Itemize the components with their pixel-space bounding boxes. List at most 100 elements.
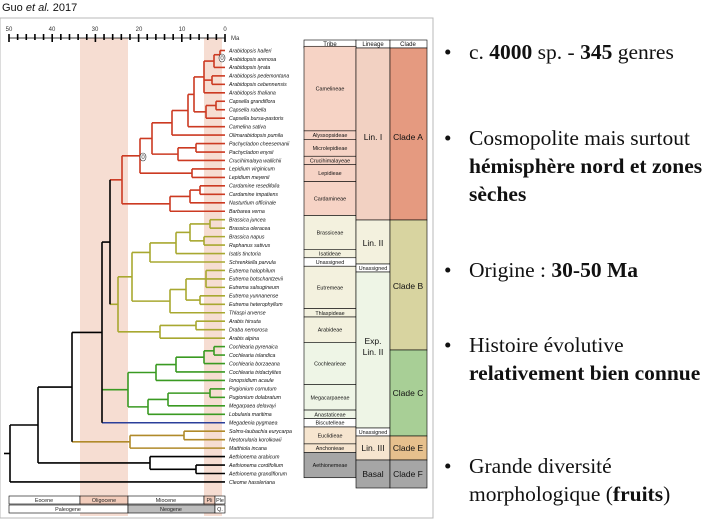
species-label: Lepidium meyenii [229, 175, 270, 181]
tribe-cell: Unassigned [316, 260, 344, 266]
bullet-dot: • [444, 258, 452, 282]
tribe-cell: Thlaspideae [315, 311, 344, 317]
species-label: Raphanus sativus [229, 243, 271, 249]
tribe-cell: Euclidieae [318, 433, 343, 439]
species-labels: Arabidopsis halleri Arabidopsis arenosa Ar… [228, 48, 292, 485]
time-axis: 50 40 30 20 10 0 Ma [6, 27, 240, 42]
header-lineage: Lineage [362, 42, 384, 48]
clade-b: Clade B [393, 281, 424, 291]
species-label: Pachycladon enysii [229, 150, 274, 156]
species-label: Schrenkiella parvula [229, 260, 276, 266]
pliocene-band [204, 38, 222, 516]
svg-text:Paleogene: Paleogene [55, 507, 81, 513]
species-label: Isatis tinctoria [229, 251, 261, 257]
node-markers: 0 0 [139, 53, 226, 162]
species-label: Cochlearia tridactylites [229, 370, 282, 376]
tribe-cell: Lepidieae [318, 171, 341, 177]
species-label: Arabidopsis thaliana [228, 91, 276, 97]
svg-text:10: 10 [179, 27, 186, 33]
epoch-scale: Eocene Oligocene Miocene Pli Ple Paleoge… [8, 495, 226, 514]
tribe-cell: Cochleariеae [314, 362, 346, 368]
lineage-unassigned: Unassigned [359, 266, 387, 272]
svg-text:Ple: Ple [216, 498, 224, 504]
lineage-lin2: Lin. II [363, 238, 384, 248]
clade-f: Clade F [393, 469, 423, 479]
svg-text:0: 0 [141, 155, 145, 161]
svg-text:Neogene: Neogene [160, 507, 182, 513]
species-label: Arabis alpina [228, 336, 259, 342]
lineage-lin3: Lin. III [361, 443, 384, 453]
svg-text:0: 0 [220, 56, 224, 62]
species-label: Arabidopsis arenosa [228, 57, 276, 63]
bullet-dot: • [444, 40, 452, 64]
bullet-dot: • [444, 333, 452, 357]
tribe-cell: Crucihimalayeae [310, 158, 350, 164]
species-label: Pugionium dolabratum [229, 395, 282, 401]
tribe-cell: Anastaticeae [314, 412, 345, 418]
header-tribe: Tribe [323, 42, 337, 48]
svg-text:Eocene: Eocene [35, 498, 53, 504]
svg-text:50: 50 [6, 27, 13, 33]
svg-text:40: 40 [49, 27, 56, 33]
clade-c: Clade C [393, 388, 424, 398]
tribe-cell: Arabideae [318, 328, 343, 334]
tribe-cell: Microlepidieae [313, 146, 348, 152]
bullet-dot: • [444, 454, 452, 478]
bullet-list: • c. 4000 sp. - 345 genres • Cosmopolite… [444, 40, 703, 506]
citation: Guo et al. 2017 [2, 2, 77, 14]
species-label: Eutrema yunnanense [229, 294, 278, 300]
svg-text:Miocene: Miocene [156, 498, 176, 504]
species-label: Olimarabidopsis pumila [229, 133, 283, 139]
bullet-dot: • [444, 126, 452, 150]
species-label: Arabidopsis halleri [228, 48, 272, 54]
species-label: Crucihimalaya wallichii [229, 158, 282, 164]
tribe-cell: Camelineae [316, 87, 345, 93]
tribe-cell: Cardamineae [314, 197, 346, 203]
species-label: Arabidopsis pedemontana [228, 74, 289, 80]
species-label: Aethionema cordifolium [228, 463, 284, 469]
figure-frame [0, 17, 434, 519]
species-label: Cochlearia islandica [229, 353, 276, 359]
lineage-basal: Basal [362, 469, 383, 479]
species-label: Aethionema grandiflorum [228, 471, 288, 477]
species-label: Cochlearia pyrenaica [229, 344, 278, 350]
tribe-cell: Alyssopsideae [313, 133, 348, 139]
tribe-cell: Isatideae [319, 252, 341, 258]
species-label: Nasturtium officinale [229, 201, 276, 207]
lineage-exp: Exp. [364, 336, 381, 346]
phylogeny-figure: Guo et al. 2017 50 40 30 20 10 0 Ma 0 0 … [0, 2, 434, 519]
species-label: Solms-laubachia eurycarpa [229, 429, 292, 435]
clade-a: Clade A [393, 132, 423, 142]
svg-text:0: 0 [223, 27, 227, 33]
svg-text:20: 20 [136, 27, 143, 33]
lineage-lin1: Lin. I [364, 132, 382, 142]
species-label: Eutrema botschantzevii [229, 277, 284, 283]
svg-text:Oligocene: Oligocene [92, 498, 116, 504]
species-label: Megadenia pygmaea [229, 421, 278, 427]
species-label: Matthiola incana [229, 446, 267, 452]
species-label: Barbarea verna [229, 209, 265, 215]
tribe-cell: Anchonieae [316, 446, 344, 452]
species-label: Lepidium virginicum [229, 167, 276, 173]
lineage-unassigned-2: Unassigned [359, 430, 387, 436]
species-label: Brassica oleracea [229, 226, 270, 232]
species-label: Lobularia maritima [229, 412, 272, 418]
tribe-cell: Aethionemeae [313, 463, 348, 469]
species-label: Brassica napus [229, 234, 265, 240]
species-label: Capsella grandiflora [229, 99, 275, 105]
species-label: Cardamine resedifolia [229, 184, 280, 190]
species-label: Eutrema halophilum [229, 268, 276, 274]
species-label: Camelina sativa [229, 124, 266, 130]
species-label: Megarpaea delavayi [229, 404, 277, 410]
species-label: Pachycladon cheesemanii [229, 141, 290, 147]
svg-text:30: 30 [92, 27, 99, 33]
species-label: Ionopsidium acaule [229, 378, 274, 384]
svg-text:Pli: Pli [207, 498, 213, 504]
svg-text:Ma: Ma [231, 36, 240, 42]
species-label: Cleome hassleriana [229, 480, 275, 486]
species-label: Cochlearia borzaeana [229, 361, 280, 367]
species-label: Arabidopsis cebennensis [228, 82, 287, 88]
species-label: Neotorularia korolkowii [229, 437, 282, 443]
header-clade: Clade [400, 42, 416, 48]
svg-text:Q.: Q. [217, 507, 223, 513]
